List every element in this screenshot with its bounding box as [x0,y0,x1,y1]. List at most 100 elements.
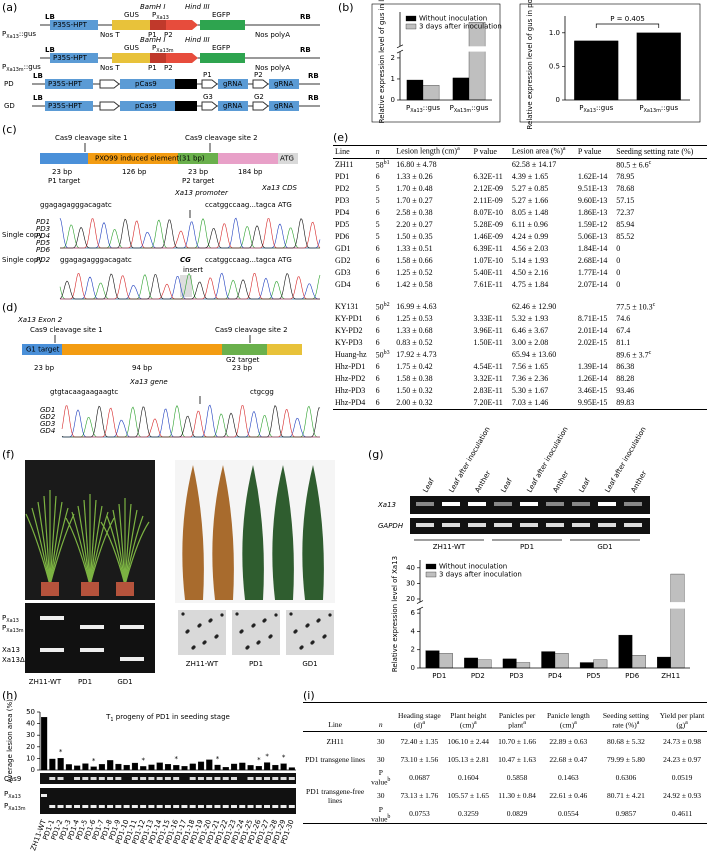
gel-band [255,777,262,780]
leaf [302,465,324,600]
axis-break [396,46,494,52]
label: gRNA [223,80,243,88]
label: PD1 [36,218,50,226]
label: Anther [552,469,571,494]
superscript: b [387,777,391,783]
table-cell: 105.13 ± 2.81 [447,754,490,764]
table-cell: 5.27 ± 0.85 [511,184,549,194]
gel-band [416,502,434,506]
label: PXa13m [4,802,26,812]
dish-photo [286,610,334,655]
table-cell: 1.75 ± 0.42 [396,362,433,372]
table-cell: 0.0753 [409,809,430,819]
gel-band [156,805,163,808]
gel-band [255,805,262,808]
table-cell: 7.36 ± 2.36 [511,374,549,384]
table-cell: 0.0554 [558,809,579,819]
table-cell: 4.56 ± 2.03 [511,244,549,254]
text-part: P [2,614,6,622]
shape [269,101,299,111]
leaf [182,465,204,600]
text-part: P [639,104,643,112]
annotation: P = 0.405 [610,15,645,23]
table-cell: 24.92 ± 0.93 [663,791,701,800]
colony [191,646,195,650]
gel-band [239,805,246,808]
label: PD1 [249,660,263,668]
bar [197,761,205,771]
x-tick-label: PD1 [432,672,446,680]
bar [280,763,287,771]
subscript: Xa13m [6,628,24,634]
header-row: Line n Lesion length (cm)a P value Lesion ar… [333,145,707,159]
table-cell: 1.50 ± 0.32 [396,386,433,396]
table-cell: 4.54E-11 [473,362,503,372]
table-cell: 0 [616,268,621,278]
shape [45,101,93,111]
table-row: KY-PD3 6 0.83 ± 0.52 1.50E-11 3.00 ± 2.08 2.0… [333,337,707,349]
table-row: P valueb 0.0753 0.3259 0.0829 0.0554 0.9857 0.… [303,805,707,824]
table-cell: KY-PD3 [335,338,363,348]
text-part: P [2,63,6,71]
bar [502,658,517,669]
label: Hind III [185,36,210,44]
table-cell: 78.68 [616,184,635,194]
table-cell: 5.28E-09 [473,220,504,230]
header-cell: Line [328,720,342,729]
gel-band [624,523,642,527]
y-axis-label: Relative expression level of Xa13 [391,556,399,672]
table-cell: 9.60E-13 [577,196,608,206]
gel-band [230,777,237,780]
bar [82,763,89,771]
header-row: Line n Heading stage (d)a Plant height (cm)… [303,702,707,732]
table-cell: 0.1604 [457,772,479,782]
label: ZH11-WT [433,543,466,551]
table-cell: 1.77E-14 [577,268,608,278]
chromatogram [59,217,321,249]
header-cell: Panicles per planta [492,703,542,732]
table-cell: 6.32E-11 [473,172,503,182]
gel-band [40,616,64,620]
label: PD1 [78,678,92,686]
significance-star: * [265,753,269,761]
table-cell: 2.83E-11 [473,386,503,396]
label: Tnos [176,80,194,88]
label: G3 [203,93,213,101]
label: 184 bp [238,168,263,176]
leaf [272,465,294,600]
gel-band [49,805,56,808]
table-cell: 0 [616,280,621,290]
label: P2 target [182,177,214,185]
bar [579,662,594,669]
y-tick-label: 40 [26,720,35,728]
label: PXO99 induced element(31 bp) [95,155,205,163]
label: LB [33,94,43,102]
table-cell: GD4 [335,280,351,290]
table-cell: 30 [377,754,385,764]
significance-star: * [59,748,63,756]
arrow-shape [99,101,120,111]
label: RB [300,13,311,21]
shape [45,79,93,89]
y-tick-label: 30 [26,731,35,739]
header-cell: n [375,146,380,156]
table-cell: 7.61E-11 [473,280,503,290]
label: GD1 [117,678,132,686]
bar [173,765,180,771]
arrow-shape [252,79,269,89]
header-cell: Yield per plant (g)a [657,703,707,732]
table-cell: 9.51E-13 [577,184,608,194]
gel-band [494,523,512,527]
table-cell: 86.38 [616,362,635,372]
table-cell: 10.47 ± 1.63 [498,754,536,764]
table-cell: Hhz-PD2 [335,374,366,384]
label: ctgcgg [250,388,274,396]
gel-band [189,777,196,780]
cell-text: 50 [375,302,384,312]
label: ggagagagggacagatc [60,256,132,264]
bar [593,659,608,669]
table-cell: KY131 [335,302,359,312]
label: P1 [203,71,212,79]
table-row: KY-PD2 6 1.33 ± 0.68 3.96E-11 6.46 ± 3.67 2.0… [333,325,707,337]
table-cell: 6 [375,268,380,278]
